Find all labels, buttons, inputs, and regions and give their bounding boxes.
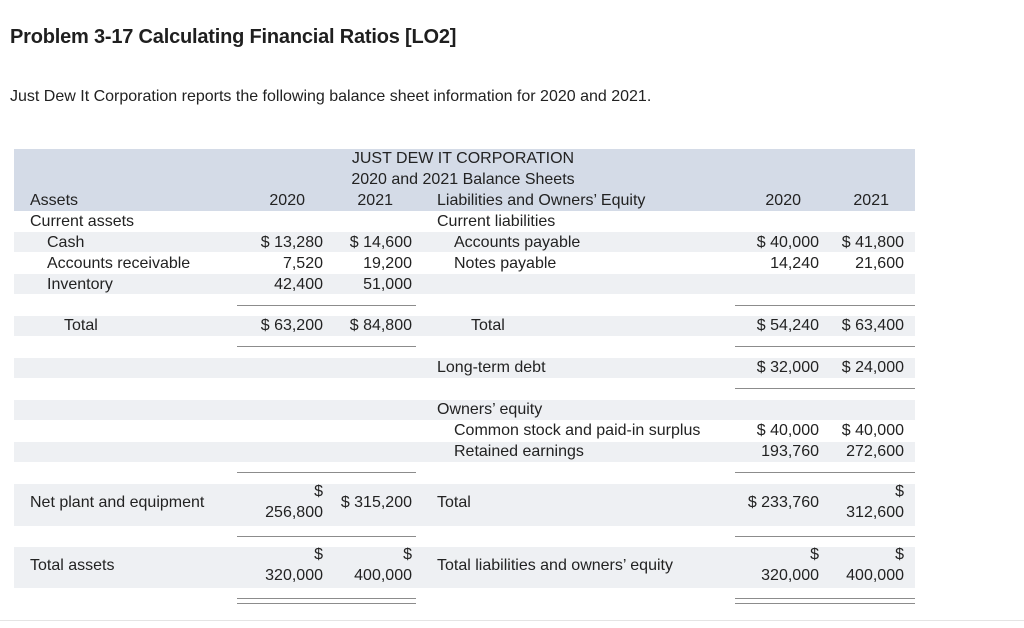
row-band: [14, 274, 915, 294]
inventory-label: Inventory: [47, 276, 113, 293]
liab-year-2020: 2020: [765, 192, 801, 209]
problem-title: Problem 3-17 Calculating Financial Ratio…: [10, 26, 457, 48]
assets-year-2020: 2020: [269, 192, 305, 209]
total-rule: [237, 346, 416, 347]
problem-intro: Just Dew It Corporation reports the foll…: [10, 88, 652, 105]
accounts-payable-2021: $ 41,800: [841, 234, 904, 251]
long-term-debt-2020: $ 32,000: [756, 359, 819, 376]
net-plant-2020-symbol: $: [314, 483, 323, 500]
inventory-2020: 42,400: [274, 276, 323, 293]
assets-header: Assets: [30, 192, 79, 209]
total-current-liabilities-label: Total: [471, 317, 505, 334]
row-band: [14, 358, 915, 378]
total-rule: [735, 536, 915, 537]
owners-equity-label: Owners’ equity: [437, 401, 543, 418]
total-current-liabilities-2021: $ 63,400: [841, 317, 904, 334]
subtotal-rule: [237, 305, 416, 306]
row-band: [14, 316, 915, 336]
accounts-receivable-2020: 7,520: [282, 255, 323, 272]
subtotal-rule: [735, 472, 915, 473]
accounts-payable-2020: $ 40,000: [756, 234, 819, 251]
row-band: [14, 547, 915, 588]
common-stock-label: Common stock and paid-in surplus: [454, 422, 701, 439]
long-term-debt-2021: $ 24,000: [841, 359, 904, 376]
total-rule: [735, 346, 915, 347]
common-stock-2021: $ 40,000: [841, 422, 904, 439]
total-assets-2020: 320,000: [265, 567, 323, 584]
accounts-payable-label: Accounts payable: [454, 234, 581, 251]
total-assets-2020-symbol: $: [314, 546, 323, 563]
double-rule: [237, 603, 416, 604]
total-equity-2021: 312,600: [846, 504, 904, 521]
common-stock-2020: $ 40,000: [756, 422, 819, 439]
double-rule: [237, 598, 416, 599]
double-rule: [735, 598, 915, 599]
table-header-band: [14, 149, 915, 211]
total-current-assets-2020: $ 63,200: [260, 317, 323, 334]
total-liabilities-equity-2021: 400,000: [846, 567, 904, 584]
subtotal-rule: [237, 472, 416, 473]
liab-year-2021: 2021: [853, 192, 889, 209]
total-rule: [735, 388, 915, 389]
total-equity-2021-symbol: $: [895, 483, 904, 500]
net-plant-2020: 256,800: [265, 504, 323, 521]
total-liabilities-equity-2020-symbol: $: [810, 546, 819, 563]
net-plant-label: Net plant and equipment: [30, 494, 205, 511]
notes-payable-label: Notes payable: [454, 255, 557, 272]
notes-payable-2021: 21,600: [855, 255, 904, 272]
total-current-liabilities-2020: $ 54,240: [756, 317, 819, 334]
retained-earnings-2021: 272,600: [846, 443, 904, 460]
accounts-receivable-label: Accounts receivable: [47, 255, 191, 272]
liabilities-header: Liabilities and Owners’ Equity: [437, 192, 646, 209]
total-liabilities-equity-2020: 320,000: [761, 567, 819, 584]
row-band: [14, 484, 915, 526]
total-rule: [237, 536, 416, 537]
total-assets-2021-symbol: $: [403, 546, 412, 563]
long-term-debt-label: Long-term debt: [437, 359, 546, 376]
subtotal-rule: [735, 305, 915, 306]
cash-label: Cash: [47, 234, 85, 251]
row-band: [14, 442, 915, 462]
cash-2021: $ 14,600: [349, 234, 412, 251]
current-liabilities-label: Current liabilities: [437, 213, 556, 230]
total-liabilities-equity-label: Total liabilities and owners’ equity: [437, 557, 673, 574]
inventory-2021: 51,000: [363, 276, 412, 293]
double-rule: [735, 603, 915, 604]
accounts-receivable-2021: 19,200: [363, 255, 412, 272]
total-assets-label: Total assets: [30, 557, 115, 574]
total-assets-2021: 400,000: [354, 567, 412, 584]
net-plant-2021: $ 315,200: [340, 494, 412, 511]
notes-payable-2020: 14,240: [770, 255, 819, 272]
total-current-assets-2021: $ 84,800: [349, 317, 412, 334]
retained-earnings-label: Retained earnings: [454, 443, 584, 460]
cash-2020: $ 13,280: [260, 234, 323, 251]
total-equity-2020: $ 233,760: [747, 494, 819, 511]
row-band: [14, 232, 915, 252]
retained-earnings-2020: 193,760: [761, 443, 819, 460]
company-name: JUST DEW IT CORPORATION: [351, 150, 575, 167]
sheet-subtitle: 2020 and 2021 Balance Sheets: [351, 171, 575, 188]
total-equity-label: Total: [437, 494, 471, 511]
total-current-assets-label: Total: [64, 317, 98, 334]
page-bottom-divider: [0, 620, 1024, 621]
assets-year-2021: 2021: [357, 192, 393, 209]
current-assets-label: Current assets: [30, 213, 135, 230]
total-liabilities-equity-2021-symbol: $: [895, 546, 904, 563]
row-band: [14, 400, 915, 420]
